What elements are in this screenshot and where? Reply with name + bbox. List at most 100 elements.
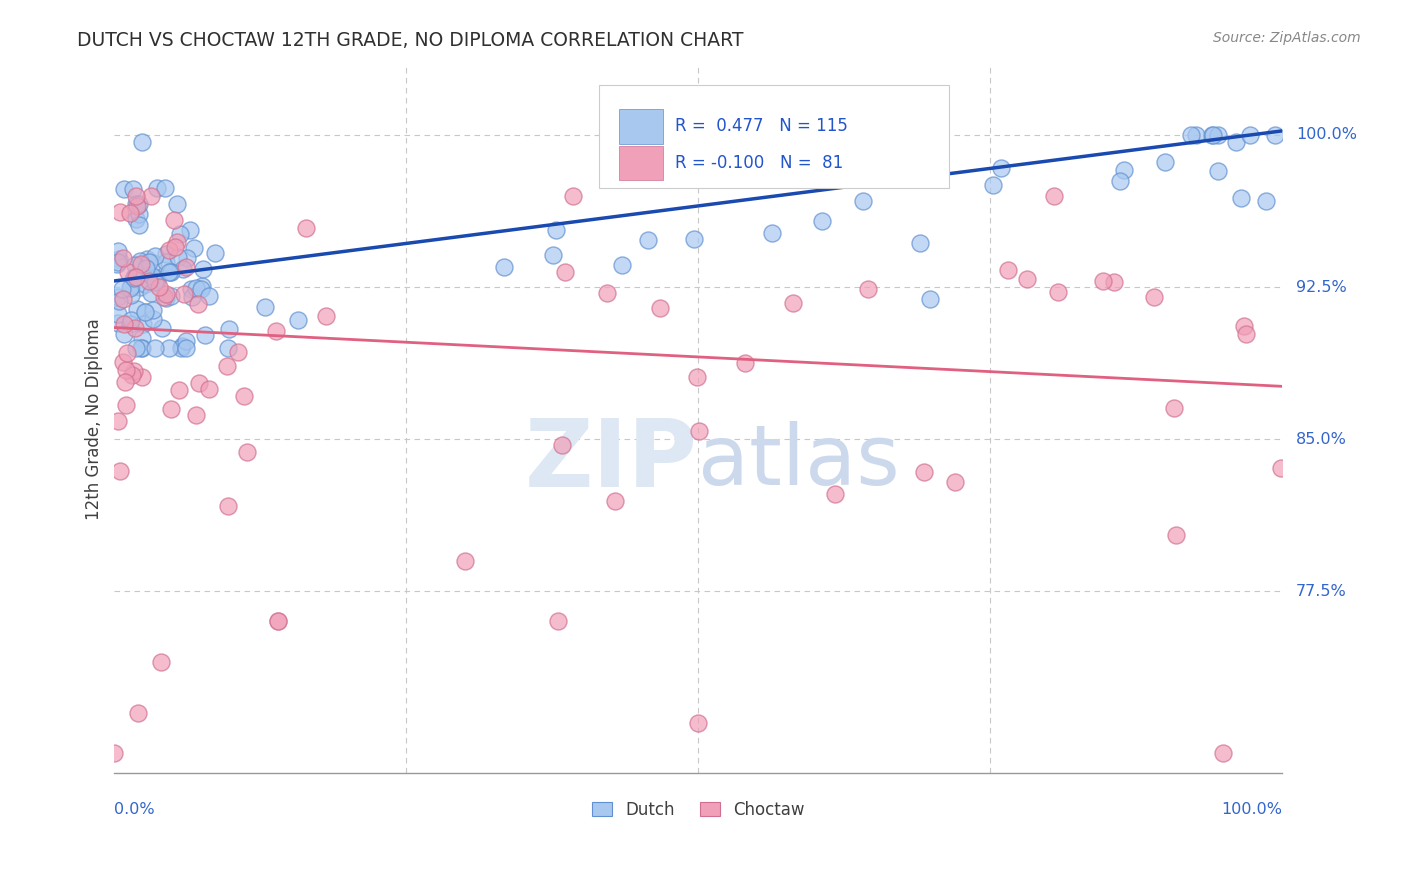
Point [129, 341, 152, 355]
Point [107, 414, 129, 428]
Point [1017, 272, 1039, 286]
Point [254, 300, 277, 314]
Point [990, 161, 1012, 175]
Point [131, 370, 153, 384]
Point [155, 291, 177, 305]
Point [108, 252, 131, 267]
Point [852, 194, 875, 208]
Point [107, 307, 129, 321]
Point [128, 207, 150, 221]
Point [159, 265, 181, 279]
Point [114, 375, 136, 389]
Point [1212, 746, 1234, 760]
Text: atlas: atlas [699, 421, 900, 502]
Point [688, 424, 710, 438]
Point [267, 615, 290, 629]
Point [114, 363, 136, 377]
Point [236, 445, 259, 459]
Point [561, 189, 583, 203]
Text: 100.0%: 100.0% [1296, 128, 1357, 143]
Point [194, 328, 217, 343]
Point [112, 251, 135, 265]
Point [112, 182, 135, 196]
Point [166, 197, 188, 211]
Point [648, 301, 671, 315]
Point [1114, 162, 1136, 177]
Text: R = -0.100   N =  81: R = -0.100 N = 81 [675, 154, 844, 172]
Point [1206, 164, 1229, 178]
Point [741, 134, 763, 148]
Point [128, 196, 150, 211]
Point [150, 320, 173, 334]
Point [157, 341, 180, 355]
Point [146, 274, 169, 288]
Point [128, 218, 150, 232]
Point [734, 356, 756, 370]
Point [120, 317, 142, 331]
Bar [619, 110, 664, 144]
Point [169, 227, 191, 241]
Point [141, 269, 163, 284]
Point [128, 280, 150, 294]
Point [1236, 327, 1258, 342]
Point [142, 256, 165, 270]
Point [120, 206, 142, 220]
Point [160, 402, 183, 417]
Point [315, 309, 337, 323]
Point [159, 265, 181, 279]
Point [174, 260, 197, 275]
Point [197, 289, 219, 303]
Point [997, 263, 1019, 277]
Point [103, 746, 125, 760]
Point [266, 324, 288, 338]
Point [148, 279, 170, 293]
Point [217, 341, 239, 355]
Text: R =  0.477   N = 115: R = 0.477 N = 115 [675, 118, 848, 136]
Point [761, 227, 783, 241]
Text: ZIP: ZIP [526, 416, 699, 508]
Point [143, 341, 166, 355]
Point [918, 293, 941, 307]
Point [226, 345, 249, 359]
Point [856, 283, 879, 297]
Point [120, 288, 142, 302]
Point [107, 244, 129, 259]
Point [738, 170, 761, 185]
Point [120, 279, 142, 293]
Point [541, 248, 564, 262]
Point [204, 245, 226, 260]
Point [180, 282, 202, 296]
Point [554, 265, 576, 279]
Point [129, 254, 152, 268]
Point [122, 270, 145, 285]
Point [683, 232, 706, 246]
Point [146, 181, 169, 195]
Point [193, 261, 215, 276]
Point [166, 235, 188, 249]
Point [135, 261, 157, 276]
Point [453, 553, 475, 567]
Point [1163, 401, 1185, 415]
Point [1154, 155, 1177, 169]
Point [131, 331, 153, 345]
Point [163, 213, 186, 227]
Point [125, 301, 148, 316]
Point [267, 615, 290, 629]
Point [174, 341, 197, 355]
Y-axis label: 12th Grade, No Diploma: 12th Grade, No Diploma [86, 318, 103, 520]
Point [134, 277, 156, 291]
Point [108, 294, 131, 309]
Point [155, 247, 177, 261]
Point [150, 655, 173, 669]
Point [190, 282, 212, 296]
Point [217, 499, 239, 513]
Point [1208, 128, 1230, 142]
Point [849, 134, 872, 148]
Point [125, 197, 148, 211]
Point [187, 297, 209, 311]
Point [157, 265, 180, 279]
Point [139, 285, 162, 300]
Point [287, 313, 309, 327]
Point [1264, 128, 1286, 142]
Point [1239, 128, 1261, 142]
